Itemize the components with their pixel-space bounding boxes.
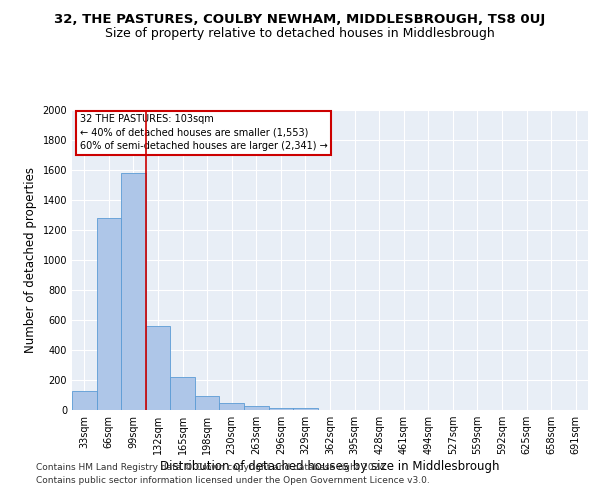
Text: Contains public sector information licensed under the Open Government Licence v3: Contains public sector information licen… — [36, 476, 430, 485]
Bar — [195, 396, 220, 410]
Bar — [170, 377, 195, 410]
Bar — [97, 218, 121, 410]
Bar — [269, 408, 293, 410]
Bar — [146, 326, 170, 410]
Text: 32 THE PASTURES: 103sqm
← 40% of detached houses are smaller (1,553)
60% of semi: 32 THE PASTURES: 103sqm ← 40% of detache… — [80, 114, 328, 151]
Text: 32, THE PASTURES, COULBY NEWHAM, MIDDLESBROUGH, TS8 0UJ: 32, THE PASTURES, COULBY NEWHAM, MIDDLES… — [55, 12, 545, 26]
Y-axis label: Number of detached properties: Number of detached properties — [24, 167, 37, 353]
Bar — [121, 173, 146, 410]
Bar — [244, 406, 269, 410]
X-axis label: Distribution of detached houses by size in Middlesbrough: Distribution of detached houses by size … — [160, 460, 500, 473]
Text: Size of property relative to detached houses in Middlesbrough: Size of property relative to detached ho… — [105, 28, 495, 40]
Text: Contains HM Land Registry data © Crown copyright and database right 2024.: Contains HM Land Registry data © Crown c… — [36, 464, 388, 472]
Bar — [220, 403, 244, 410]
Bar — [293, 408, 318, 410]
Bar — [72, 390, 97, 410]
